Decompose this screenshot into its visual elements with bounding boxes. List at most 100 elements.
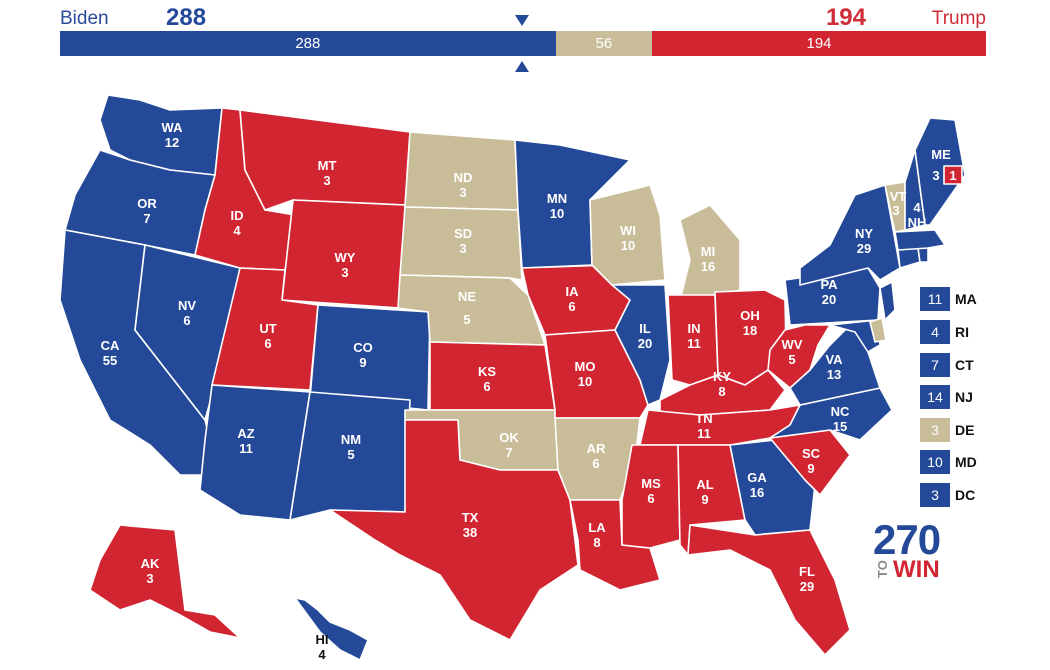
state-NY[interactable] [799,184,901,286]
270-threshold-marker-top-icon [515,15,529,26]
rep-electoral-total: 194 [825,4,866,31]
legend-abbr-MA: MA [955,291,977,307]
label-MI: MI [701,244,715,259]
legend-ev-DE: 3 [920,418,950,442]
ev-KS: 6 [483,379,490,394]
ev-AR: 6 [592,456,599,471]
legend-row-DC[interactable]: 3 DC [920,483,1030,509]
state-LA[interactable] [569,499,661,591]
legend-row-DE[interactable]: 3 DE [920,418,1030,444]
ev-IA: 6 [568,299,575,314]
label-NY: NY [855,226,873,241]
ev-SD: 3 [459,241,466,256]
state-CT[interactable] [897,247,921,269]
state-TX[interactable] [329,419,579,641]
ev-KY: 8 [718,384,725,399]
label-OH: OH [740,308,760,323]
ev-OH: 18 [743,323,757,338]
label-AR: AR [587,441,606,456]
ev-MI: 16 [701,259,715,274]
legend-ev-RI: 4 [920,320,950,344]
state-ME[interactable] [914,117,966,226]
ev-FL: 29 [800,579,814,594]
legend-row-CT[interactable]: 7 CT [920,353,1030,379]
label-GA: GA [747,470,767,485]
state-WI[interactable] [589,184,666,286]
ev-IN: 11 [687,336,701,351]
state-labels: WA 12 OR 7 CA 55 NV 6 ID 4 MT 3 WY 3 UT … [101,120,957,662]
270-threshold-marker-bottom-icon [515,61,529,72]
label-SC: SC [802,446,821,461]
state-RI[interactable] [917,247,929,263]
legend-ev-MD: 10 [920,450,950,474]
label-NE: NE [458,289,476,304]
legend-row-MD[interactable]: 10 MD [920,450,1030,476]
legend-abbr-MD: MD [955,454,977,470]
label-NM: NM [341,432,361,447]
label-IN: IN [688,321,701,336]
270towin-logo[interactable]: 270 TO WIN [873,516,963,586]
label-LA: LA [588,520,606,535]
ev-NY: 29 [857,241,871,256]
logo-win: WIN [893,556,940,583]
state-FL[interactable] [687,524,851,656]
legend-row-RI[interactable]: 4 RI [920,320,1030,346]
ev-CA: 55 [103,353,117,368]
state-IL[interactable] [611,284,671,406]
label-AZ: AZ [237,426,254,441]
ev-MS: 6 [647,491,654,506]
label-MO: MO [575,359,596,374]
label-KS: KS [478,364,496,379]
ev-AZ: 11 [239,441,253,456]
ev-UT: 6 [264,336,271,351]
label-WA: WA [162,120,184,135]
ev-CO: 9 [359,355,366,370]
ev-NE: 5 [463,312,470,327]
legend-abbr-DE: DE [955,422,975,438]
state-NJ[interactable] [879,281,896,321]
ev-MT: 3 [323,173,330,188]
legend-ev-DC: 3 [920,483,950,507]
legend-row-MA[interactable]: 11 MA [920,287,1030,313]
state-ME-2[interactable] [943,165,963,185]
ev-WI: 10 [621,238,635,253]
state-MD[interactable] [829,319,881,353]
dem-bar-segment: 288 [60,31,556,56]
state-DE[interactable] [869,317,887,343]
label-MN: MN [547,191,567,206]
ev-WA: 12 [165,135,179,150]
ev-SC: 9 [807,461,814,476]
label-IA: IA [566,284,580,299]
ev-AK: 3 [146,571,153,586]
rep-candidate-name: Trump [931,8,986,29]
rep-bar-segment: 194 [652,31,986,56]
legend-row-NJ[interactable]: 14 NJ [920,385,1030,411]
state-AK[interactable] [89,524,241,639]
legend-abbr-CT: CT [955,357,974,373]
label-ND: ND [454,170,473,185]
label-MT: MT [318,158,337,173]
label-WV: WV [782,337,803,352]
ev-ND: 3 [459,185,466,200]
ev-GA: 16 [750,485,764,500]
label-ME: ME [931,147,951,162]
ev-IL: 20 [638,336,652,351]
ev-AL: 9 [701,492,708,507]
label-KY: KY [713,369,731,384]
label-HI: HI [316,632,329,647]
ev-LA: 8 [593,535,600,550]
label-MS: MS [641,476,661,491]
ev-NH: 4 [913,200,921,215]
ev-NC: 15 [833,419,847,434]
label-OR: OR [137,196,157,211]
state-SD[interactable] [399,206,523,281]
label-WI: WI [620,223,636,238]
label-IL: IL [639,321,651,336]
label-SD: SD [454,226,472,241]
state-HI[interactable] [294,597,369,661]
legend-abbr-RI: RI [955,324,969,340]
ev-ME-2: 1 [949,168,956,183]
state-MA[interactable] [894,229,946,251]
label-VT: VT [890,189,907,204]
label-CO: CO [353,340,373,355]
